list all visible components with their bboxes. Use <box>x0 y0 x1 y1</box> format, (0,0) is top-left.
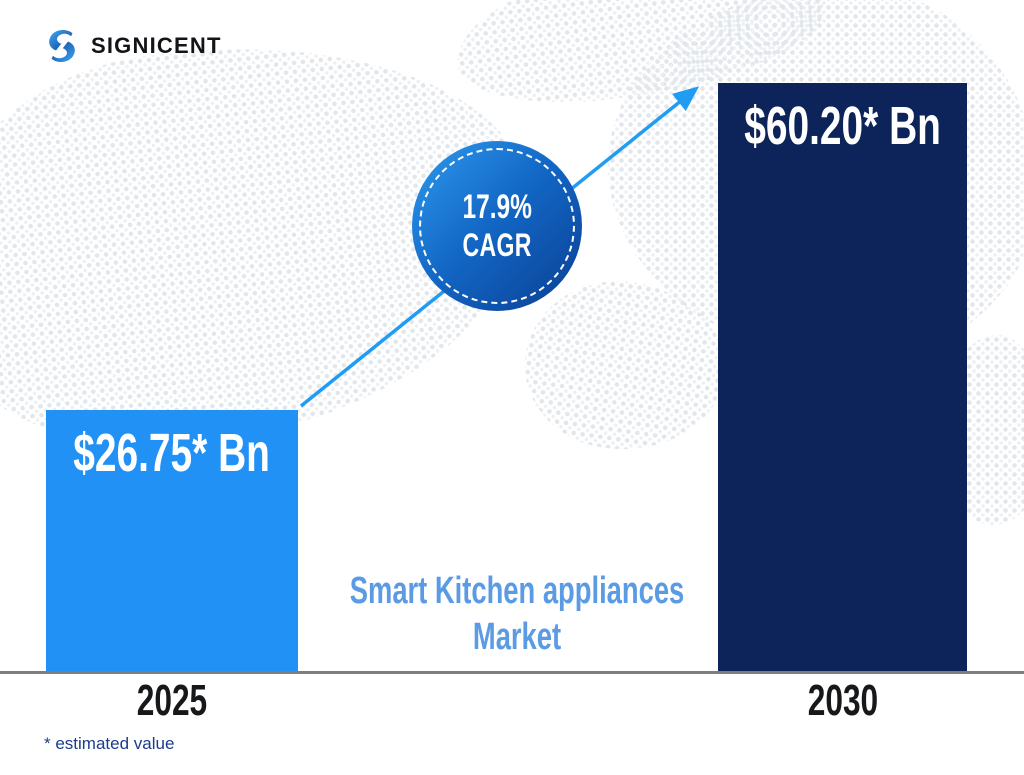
cagr-metric: CAGR <box>462 227 532 264</box>
chart-title-line-2: Market <box>472 616 562 659</box>
year-label-2030-text: 2030 <box>807 676 878 725</box>
cagr-badge-dashed-ring <box>419 148 575 304</box>
bar-2025-value-label: $26.75* Bn <box>73 423 271 483</box>
brand-logo: SIGNICENT <box>44 27 222 65</box>
brand-name: SIGNICENT <box>91 33 222 58</box>
year-label-2025: 2025 <box>46 676 298 726</box>
bar-2030: $60.20* Bn <box>718 83 967 671</box>
chart-title-line-1: Smart Kitchen appliances <box>349 570 685 612</box>
chart-title: Smart Kitchen appliances Market <box>344 568 690 661</box>
cagr-badge: 17.9% CAGR <box>412 141 582 311</box>
bar-2030-value-label: $60.20* Bn <box>744 96 941 156</box>
year-label-2030: 2030 <box>718 676 967 726</box>
year-label-2025-text: 2025 <box>136 676 208 725</box>
cagr-percent: 17.9% <box>462 188 532 227</box>
footnote: * estimated value <box>44 734 175 753</box>
x-axis-line <box>0 671 1024 674</box>
signicent-s-icon <box>49 29 75 63</box>
bar-2025: $26.75* Bn <box>46 410 298 671</box>
